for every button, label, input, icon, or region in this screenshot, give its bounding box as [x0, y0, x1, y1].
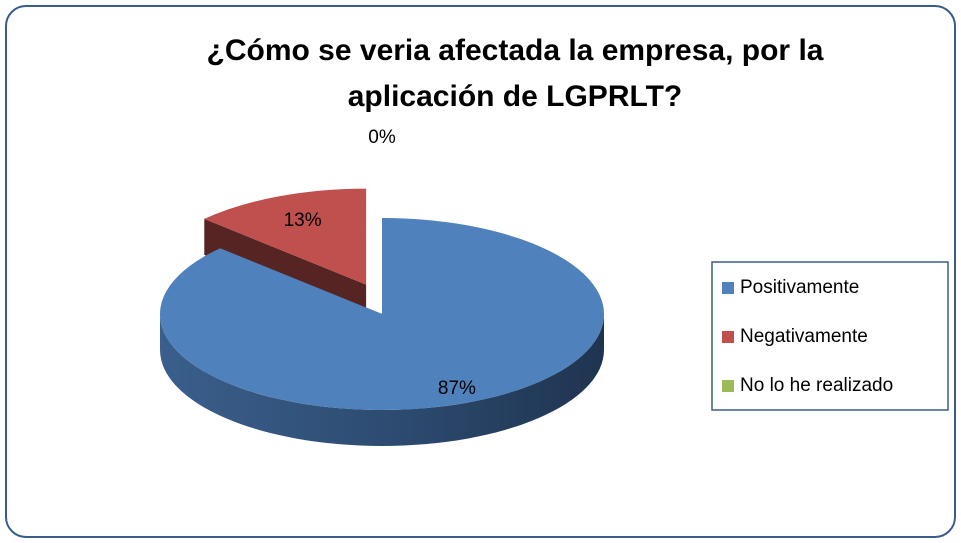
data-label: 13% [284, 210, 322, 231]
slice-side [160, 314, 604, 446]
legend-swatch [722, 380, 734, 392]
slice [159, 218, 604, 411]
data-label: 87% [438, 378, 476, 399]
legend-swatch [722, 282, 734, 294]
data-label: 0% [368, 127, 396, 148]
chart-title: ¿Cómo se veria afectada la empresa, por … [206, 34, 824, 113]
slice [204, 188, 367, 285]
legend-box [711, 261, 949, 411]
legend-label: Positivamente [740, 277, 859, 298]
legend-label: Negativamente [740, 326, 868, 347]
legend-swatch [722, 331, 734, 343]
legend-label: No lo he realizado [740, 375, 893, 396]
